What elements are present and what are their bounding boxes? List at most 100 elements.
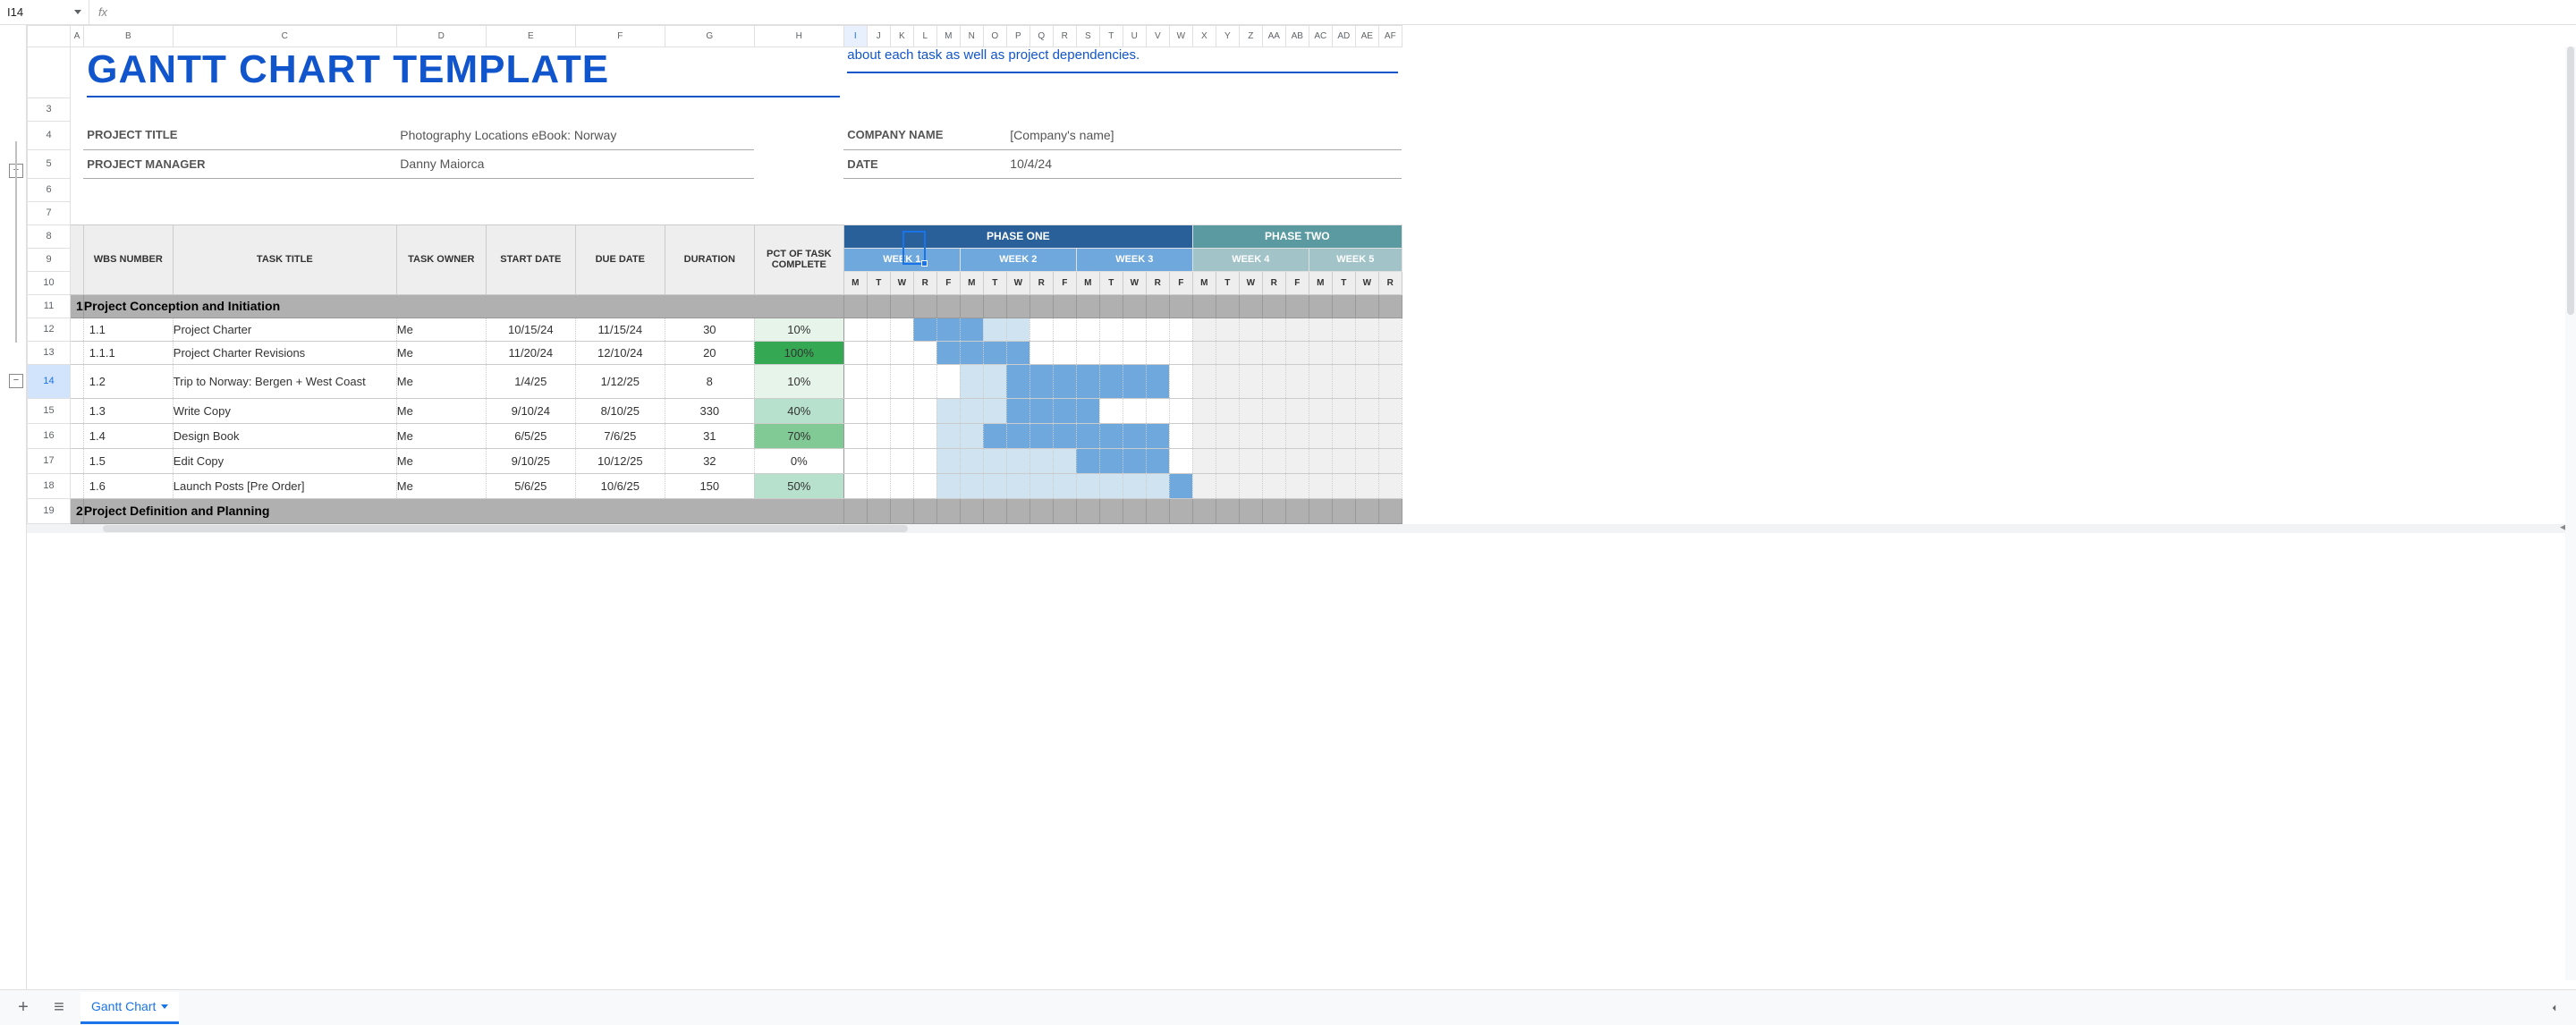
day-header[interactable]: M — [960, 271, 983, 294]
gantt-cell[interactable] — [913, 398, 936, 423]
gantt-cell[interactable] — [1378, 364, 1402, 398]
gantt-cell[interactable] — [1006, 473, 1030, 498]
gantt-cell[interactable] — [843, 318, 867, 341]
scrollbar-thumb[interactable] — [103, 525, 908, 532]
gantt-cell[interactable] — [1262, 364, 1285, 398]
gantt-cell[interactable] — [1192, 473, 1216, 498]
table-header[interactable]: START DATE — [486, 224, 575, 294]
gantt-cell[interactable] — [960, 423, 983, 448]
gantt-cell[interactable] — [1169, 448, 1192, 473]
gantt-cell[interactable] — [1355, 448, 1378, 473]
gantt-cell[interactable] — [1053, 423, 1076, 448]
gantt-cell[interactable] — [1169, 423, 1192, 448]
gantt-cell[interactable] — [1006, 398, 1030, 423]
task-pct[interactable]: 70% — [754, 423, 843, 448]
day-header[interactable]: W — [1006, 271, 1030, 294]
day-header[interactable]: F — [1169, 271, 1192, 294]
cell[interactable] — [1030, 498, 1053, 523]
col-header-K[interactable]: K — [890, 26, 913, 47]
gantt-cell[interactable] — [1076, 448, 1099, 473]
row-header-3[interactable]: 3 — [28, 97, 71, 121]
col-header-AE[interactable]: AE — [1355, 26, 1378, 47]
gantt-cell[interactable] — [867, 473, 890, 498]
cell[interactable] — [1285, 498, 1309, 523]
row-header-16[interactable]: 16 — [28, 423, 71, 448]
collapse-group-icon[interactable]: − — [9, 374, 23, 388]
horizontal-scrollbar[interactable]: ◀▶ — [27, 524, 2576, 533]
gantt-cell[interactable] — [1030, 318, 1053, 341]
label-manager[interactable]: PROJECT MANAGER — [83, 149, 396, 178]
gantt-cell[interactable] — [1309, 398, 1332, 423]
gantt-cell[interactable] — [983, 364, 1006, 398]
cell[interactable] — [1285, 294, 1309, 318]
sheet-tab-gantt[interactable]: Gantt Chart — [80, 992, 179, 1024]
gantt-cell[interactable] — [1239, 341, 1262, 364]
table-header[interactable]: TASK OWNER — [396, 224, 486, 294]
task-wbs[interactable]: 1.4 — [83, 423, 173, 448]
gantt-cell[interactable] — [1216, 448, 1239, 473]
gantt-cell[interactable] — [1285, 364, 1309, 398]
gantt-cell[interactable] — [1309, 473, 1332, 498]
cell[interactable] — [983, 498, 1006, 523]
cell[interactable] — [1123, 294, 1146, 318]
col-header-M[interactable]: M — [936, 26, 960, 47]
gantt-cell[interactable] — [1332, 473, 1355, 498]
gantt-cell[interactable] — [1355, 473, 1378, 498]
day-header[interactable]: R — [1030, 271, 1053, 294]
task-start[interactable]: 5/6/25 — [486, 473, 575, 498]
gantt-cell[interactable] — [936, 473, 960, 498]
gantt-cell[interactable] — [1332, 364, 1355, 398]
gantt-cell[interactable] — [936, 364, 960, 398]
row-header-17[interactable]: 17 — [28, 448, 71, 473]
col-header-AB[interactable]: AB — [1285, 26, 1309, 47]
row-header-12[interactable]: 12 — [28, 318, 71, 341]
gantt-cell[interactable] — [1123, 364, 1146, 398]
gantt-cell[interactable] — [890, 341, 913, 364]
task-wbs[interactable]: 1.1 — [83, 318, 173, 341]
cell[interactable] — [71, 364, 84, 398]
col-header-L[interactable]: L — [913, 26, 936, 47]
gantt-cell[interactable] — [936, 318, 960, 341]
cell[interactable] — [913, 294, 936, 318]
section-number[interactable]: 1 — [71, 294, 84, 318]
week-band[interactable]: WEEK 1 — [843, 248, 960, 271]
gantt-cell[interactable] — [890, 448, 913, 473]
gantt-cell[interactable] — [1099, 423, 1123, 448]
cell[interactable] — [1146, 498, 1169, 523]
col-header-F[interactable]: F — [575, 26, 665, 47]
row-header-18[interactable]: 18 — [28, 473, 71, 498]
task-start[interactable]: 10/15/24 — [486, 318, 575, 341]
cell[interactable] — [754, 149, 843, 178]
gantt-cell[interactable] — [1192, 448, 1216, 473]
day-header[interactable]: R — [1146, 271, 1169, 294]
gantt-cell[interactable] — [1169, 473, 1192, 498]
cell[interactable] — [71, 121, 84, 149]
cell[interactable] — [1262, 498, 1285, 523]
gantt-cell[interactable] — [1216, 341, 1239, 364]
table-header[interactable]: TASK TITLE — [173, 224, 396, 294]
cell[interactable] — [71, 473, 84, 498]
task-pct[interactable]: 10% — [754, 364, 843, 398]
gantt-cell[interactable] — [960, 473, 983, 498]
day-header[interactable]: T — [867, 271, 890, 294]
scrollbar-thumb[interactable] — [2567, 47, 2574, 315]
gantt-cell[interactable] — [843, 364, 867, 398]
gantt-cell[interactable] — [1053, 341, 1076, 364]
task-start[interactable]: 1/4/25 — [486, 364, 575, 398]
gantt-cell[interactable] — [1076, 318, 1099, 341]
formula-input[interactable] — [116, 5, 2576, 19]
cell[interactable] — [71, 224, 84, 294]
task-owner[interactable]: Me — [396, 364, 486, 398]
gantt-cell[interactable] — [1053, 473, 1076, 498]
gantt-cell[interactable] — [1146, 448, 1169, 473]
vertical-scrollbar[interactable] — [2565, 47, 2576, 980]
week-band[interactable]: WEEK 4 — [1192, 248, 1309, 271]
task-due[interactable]: 1/12/25 — [575, 364, 665, 398]
cell[interactable] — [913, 498, 936, 523]
cell[interactable] — [890, 294, 913, 318]
gantt-cell[interactable] — [1030, 448, 1053, 473]
row-header-8[interactable]: 8 — [28, 224, 71, 248]
task-start[interactable]: 9/10/24 — [486, 398, 575, 423]
task-owner[interactable]: Me — [396, 473, 486, 498]
gantt-cell[interactable] — [936, 423, 960, 448]
